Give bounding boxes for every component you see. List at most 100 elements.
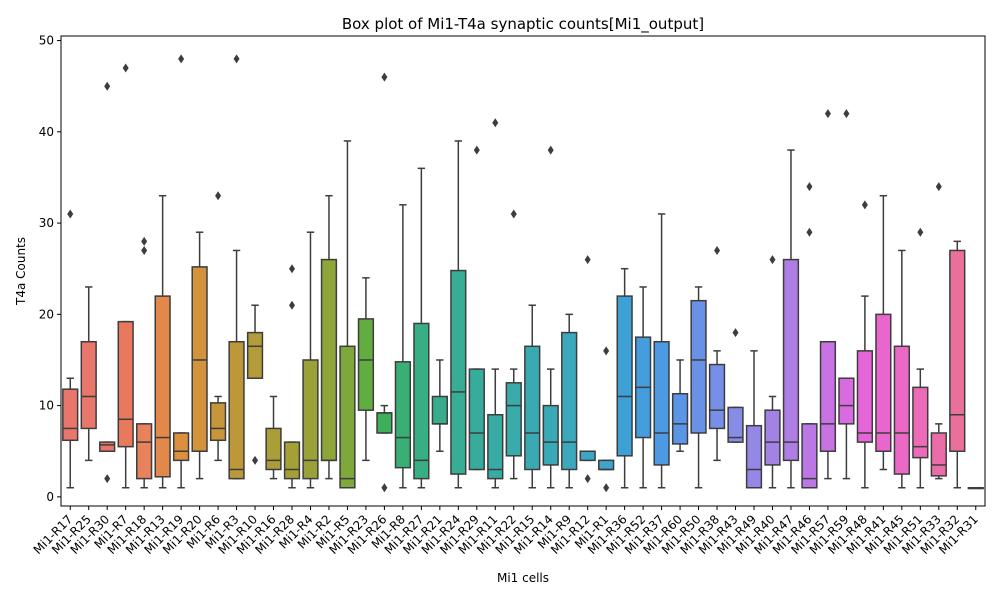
outlier-point: [510, 209, 517, 219]
outlier-point: [603, 483, 610, 493]
box-body: [745, 424, 763, 489]
outlier-point: [935, 182, 942, 192]
box-body: [505, 382, 522, 457]
box-mi1-r7: [117, 63, 134, 489]
box-mi1-r3: [228, 54, 245, 480]
y-tick-label: 40: [39, 125, 54, 139]
box-body: [80, 340, 97, 430]
box-body: [782, 258, 800, 462]
outlier-point: [215, 191, 222, 201]
box-mi1-r1: [598, 346, 615, 493]
outlier-point: [584, 255, 591, 265]
box-mi1-r6: [209, 191, 227, 462]
box-body: [357, 318, 375, 411]
box-body: [616, 295, 633, 457]
box-body: [265, 427, 282, 471]
box-mi1-r25: [80, 286, 97, 462]
outlier-point: [381, 72, 388, 82]
y-tick-label: 50: [39, 34, 54, 48]
box-body: [450, 269, 467, 475]
box-body: [727, 406, 744, 443]
box-mi1-r41: [875, 194, 892, 471]
box-mi1-r29: [468, 145, 485, 471]
outlier-point: [141, 245, 148, 255]
box-body: [376, 412, 393, 434]
box-mi1-r10: [246, 304, 264, 465]
box-body: [209, 402, 227, 442]
outlier-point: [178, 54, 185, 64]
box-mi1-r27: [413, 167, 430, 489]
outlier-point: [141, 236, 148, 246]
box-body: [561, 331, 578, 471]
box-mi1-r52: [634, 286, 652, 489]
box-mi1-r49: [745, 350, 763, 489]
box-mi1-r43: [727, 328, 744, 443]
outlier-point: [806, 182, 813, 192]
outlier-point: [714, 245, 721, 255]
box-body: [801, 423, 818, 489]
box-body: [487, 413, 504, 480]
box-mi1-r59: [838, 109, 855, 480]
box-mi1-r57: [819, 109, 837, 480]
outlier-point: [584, 474, 591, 484]
box-body: [690, 299, 707, 434]
outlier-point: [492, 118, 499, 128]
outlier-point: [824, 109, 831, 119]
box-mi1-r30: [99, 81, 116, 484]
box-mi1-r5: [339, 140, 356, 489]
box-mi1-r47: [782, 149, 800, 489]
box-body: [875, 313, 892, 452]
box-body: [117, 320, 134, 448]
box-mi1-r32: [949, 240, 966, 489]
plot-area: [62, 54, 984, 493]
box-body: [468, 368, 485, 471]
box-mi1-r12: [579, 255, 596, 484]
box-body: [524, 345, 541, 471]
box-body: [413, 322, 430, 480]
box-mi1-r17: [62, 209, 79, 489]
outlier-point: [104, 81, 111, 91]
box-body: [339, 345, 356, 489]
box-body: [912, 386, 929, 459]
box-body: [99, 441, 116, 452]
outlier-point: [603, 346, 610, 356]
outlier-point: [769, 255, 776, 265]
box-mi1-r45: [893, 249, 910, 489]
box-body: [431, 395, 448, 425]
y-axis: 0 10 20 30 40 50: [39, 34, 61, 504]
box-mi1-r26: [376, 72, 393, 493]
box-mi1-r40: [764, 255, 781, 489]
box-body: [394, 361, 412, 469]
box-body: [302, 359, 319, 480]
outlier-point: [289, 300, 295, 310]
outlier-point: [861, 200, 868, 210]
box-body: [283, 441, 301, 480]
box-mi1-r4: [302, 231, 319, 489]
box-mi1-r8: [394, 204, 412, 489]
box-body: [228, 340, 245, 480]
box-body: [542, 404, 559, 466]
box-mi1-r13: [154, 194, 171, 489]
box-body: [154, 295, 171, 478]
y-tick-label: 20: [39, 307, 54, 321]
box-body: [579, 450, 596, 462]
box-mi1-r51: [912, 227, 929, 489]
box-body: [191, 266, 208, 452]
box-mi1-r33: [930, 182, 947, 480]
x-axis-title: Mi1 cells: [497, 571, 549, 585]
box-body: [838, 377, 855, 425]
outlier-point: [843, 109, 850, 119]
outlier-point: [252, 455, 259, 465]
box-mi1-r16: [265, 395, 282, 480]
box-body: [172, 432, 190, 462]
box-mi1-r19: [172, 54, 190, 489]
outlier-point: [473, 145, 480, 155]
y-tick-label: 0: [46, 490, 54, 504]
box-body: [930, 432, 947, 477]
outlier-point: [806, 227, 813, 237]
outlier-point: [381, 483, 388, 493]
box-mi1-r2: [320, 194, 338, 480]
box-body: [136, 423, 153, 480]
box-body: [819, 340, 837, 452]
box-mi1-r21: [431, 359, 448, 452]
